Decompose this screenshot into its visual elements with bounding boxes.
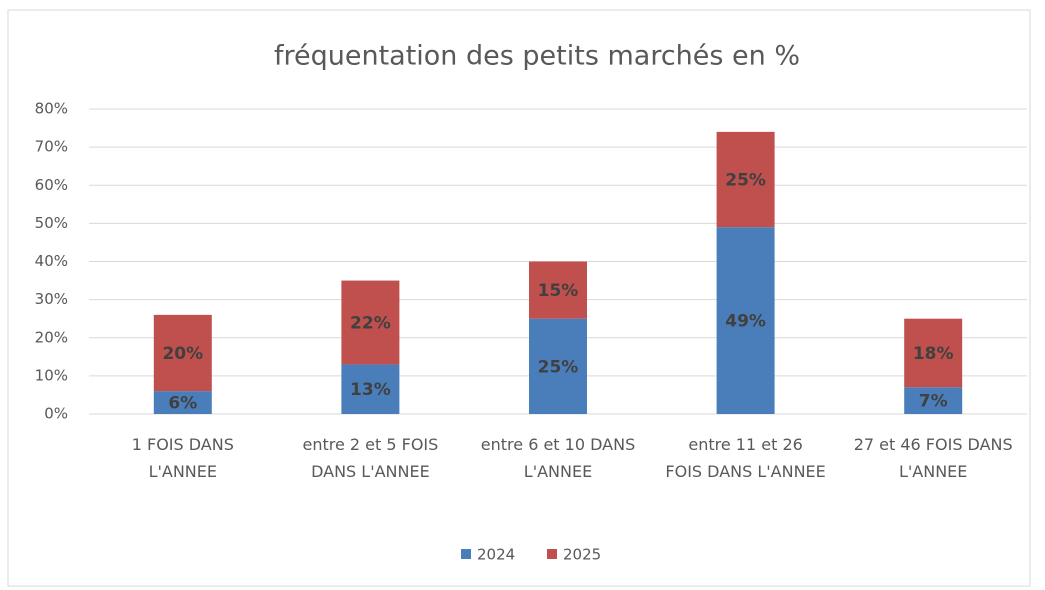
bar-segment bbox=[341, 364, 400, 414]
x-tick-label: 27 et 46 FOIS DANS L'ANNEE bbox=[854, 435, 1013, 481]
bar-segment bbox=[529, 318, 587, 414]
x-tick-label: entre 6 et 10 DANS L'ANNEE bbox=[481, 435, 635, 481]
bar-segment bbox=[529, 261, 587, 319]
x-tick-label: 1 FOIS DANS L'ANNEE bbox=[132, 435, 234, 481]
data-label: 25% bbox=[725, 171, 766, 191]
bar-segment bbox=[904, 318, 963, 388]
legend-swatch bbox=[461, 549, 471, 559]
bar-segment bbox=[341, 280, 400, 365]
legend-swatch bbox=[547, 549, 557, 559]
x-tick-label: entre 11 et 26 FOIS DANS L'ANNEE bbox=[665, 435, 825, 481]
bar-segment bbox=[153, 314, 212, 392]
y-tick-label: 50% bbox=[35, 214, 68, 232]
data-label: 7% bbox=[919, 392, 948, 412]
bar-segment bbox=[716, 227, 775, 414]
data-label: 13% bbox=[350, 380, 391, 400]
bar-segment bbox=[904, 387, 963, 414]
data-label: 6% bbox=[168, 394, 197, 414]
y-tick-label: 30% bbox=[35, 290, 68, 308]
bar-segment bbox=[153, 391, 212, 414]
y-tick-label: 60% bbox=[35, 176, 68, 194]
legend-label: 2025 bbox=[563, 546, 601, 564]
legend-label: 2024 bbox=[477, 546, 515, 564]
y-tick-label: 10% bbox=[35, 366, 68, 384]
chart-title: fréquentation des petits marchés en % bbox=[274, 41, 800, 72]
data-label: 25% bbox=[538, 357, 579, 377]
data-label: 15% bbox=[538, 281, 579, 301]
data-label: 20% bbox=[162, 344, 203, 364]
data-label: 49% bbox=[725, 312, 766, 332]
y-tick-label: 80% bbox=[35, 100, 68, 118]
data-label: 18% bbox=[913, 344, 954, 364]
x-tick-label: entre 2 et 5 FOIS DANS L'ANNEE bbox=[302, 435, 438, 481]
data-label: 22% bbox=[350, 314, 391, 334]
bar-segment bbox=[716, 131, 775, 228]
chart-border bbox=[7, 9, 1031, 587]
y-tick-label: 40% bbox=[35, 252, 68, 270]
y-tick-label: 20% bbox=[35, 328, 68, 346]
y-tick-label: 70% bbox=[35, 138, 68, 156]
y-tick-label: 0% bbox=[44, 405, 68, 423]
